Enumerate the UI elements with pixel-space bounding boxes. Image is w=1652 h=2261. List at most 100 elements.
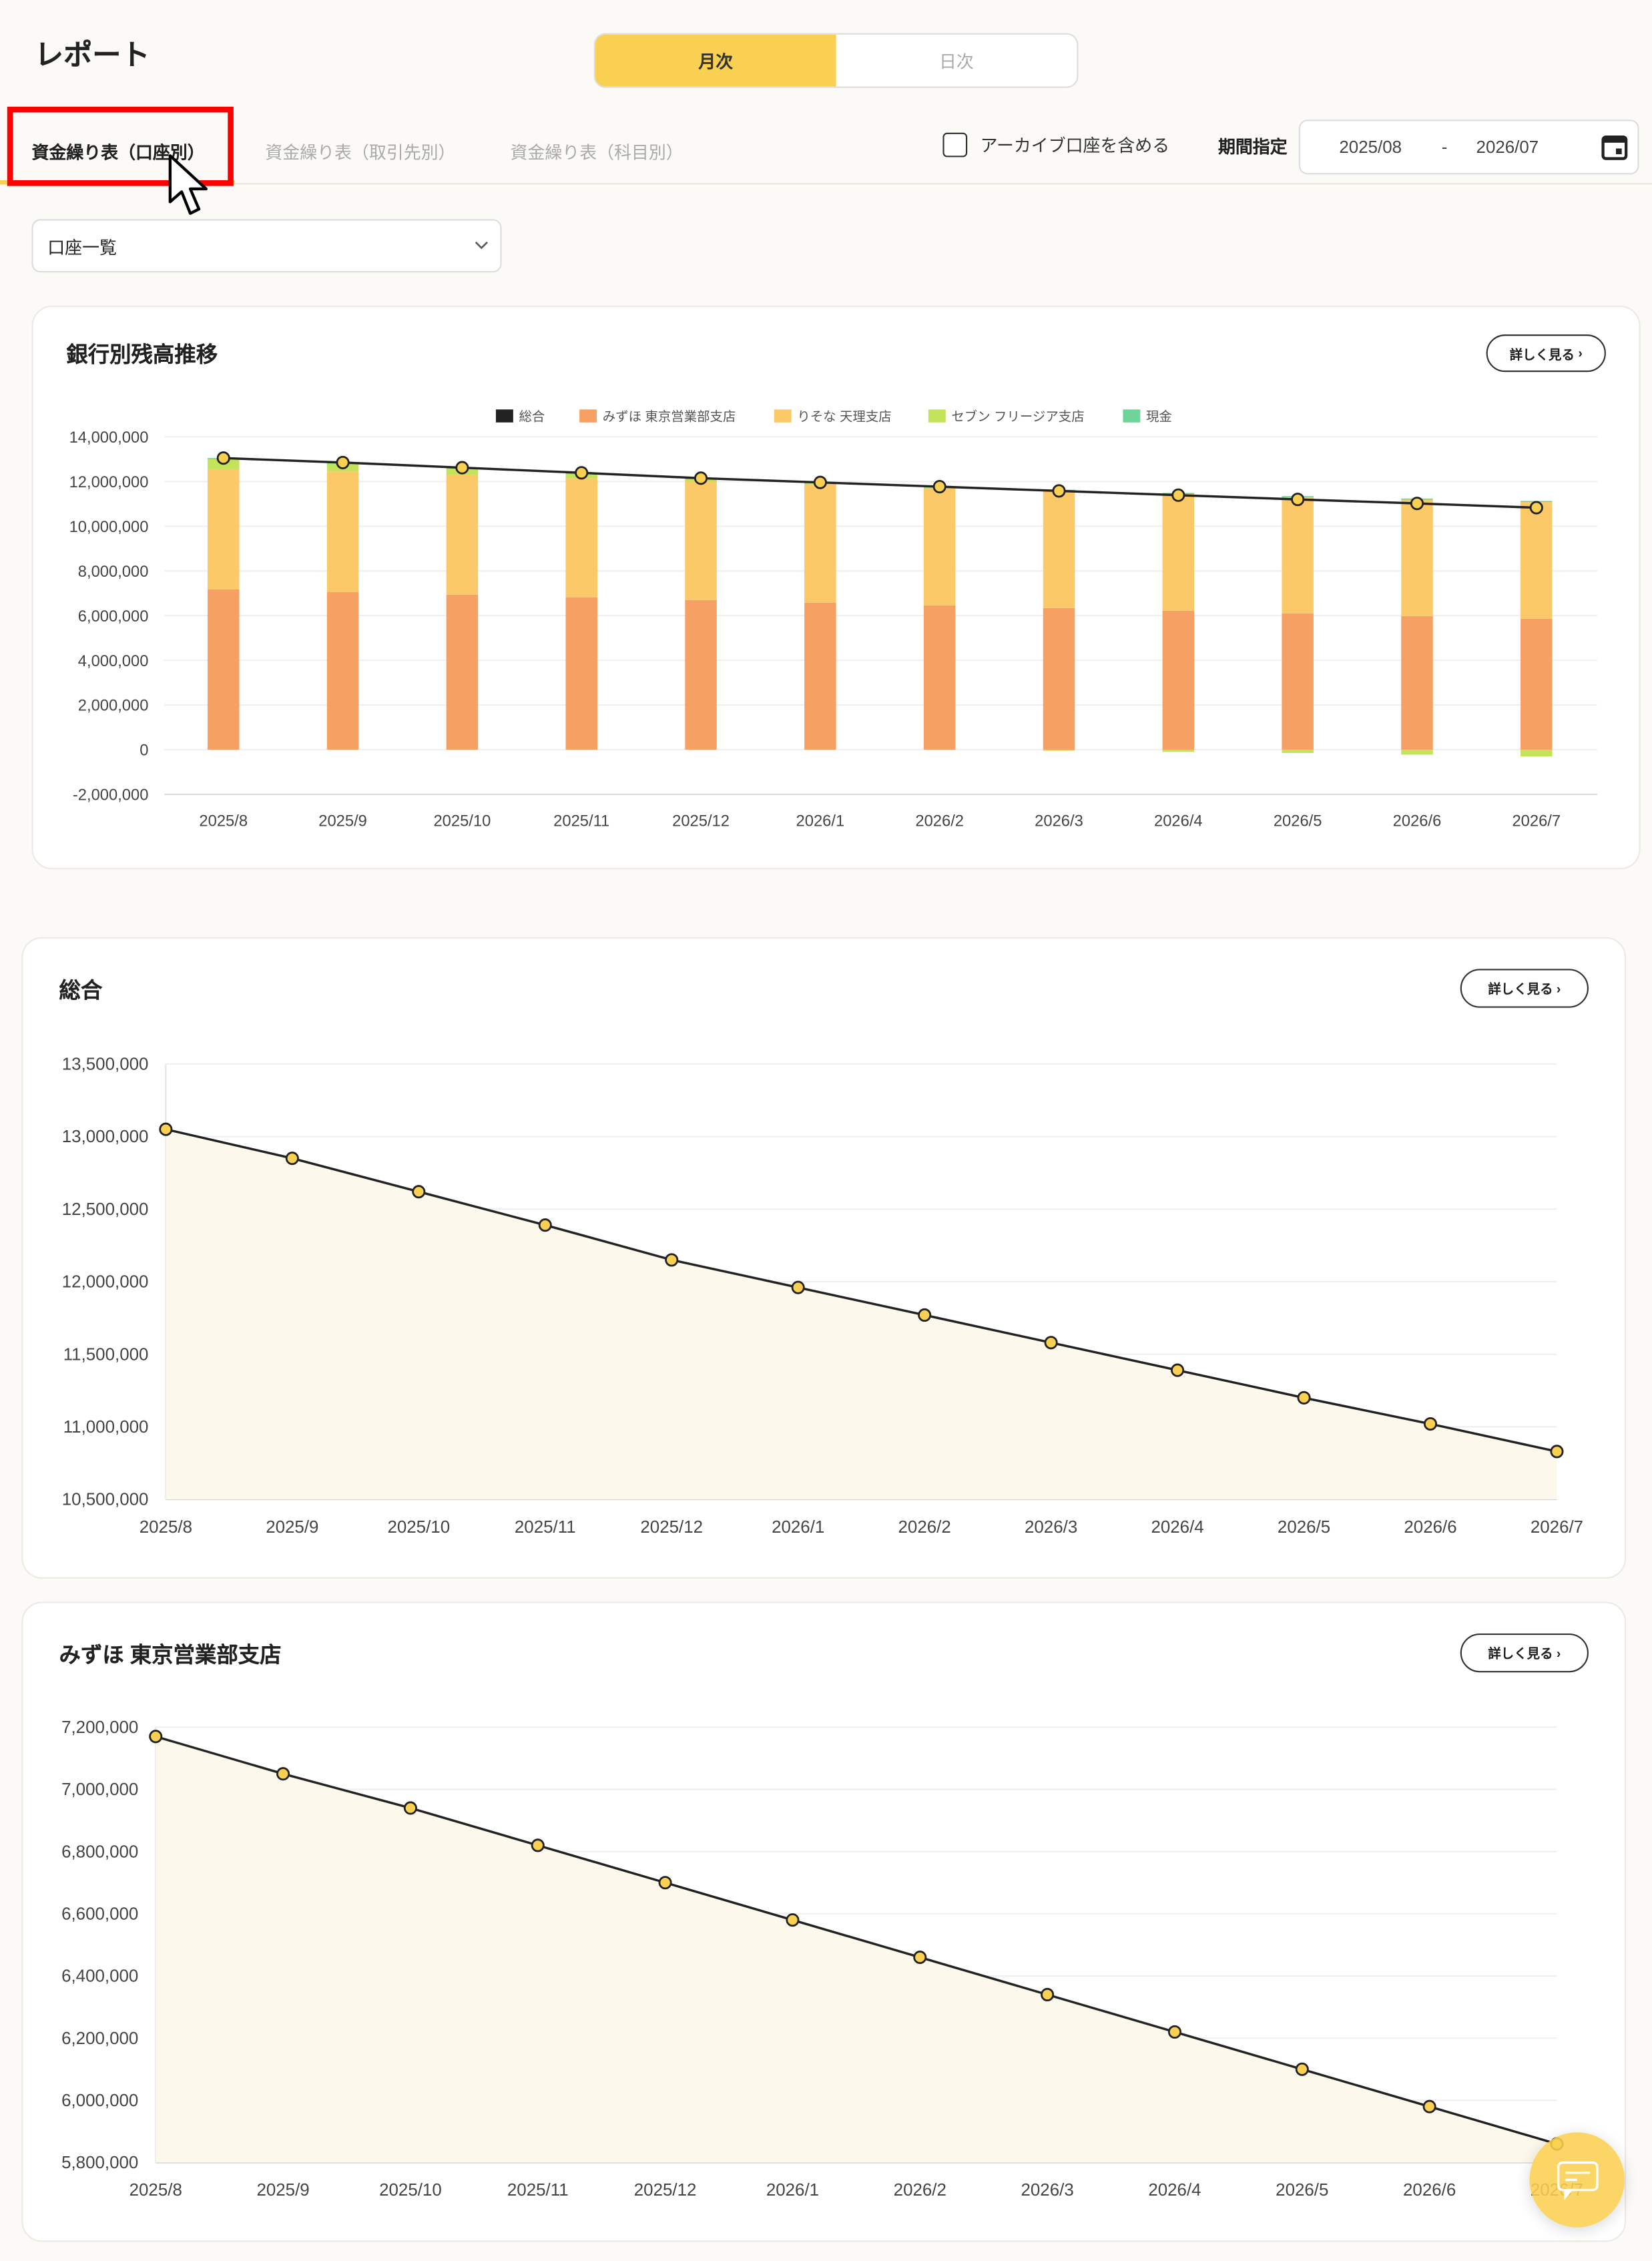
- y-tick-label: 10,500,000: [62, 1491, 149, 1509]
- legend-swatch: [495, 409, 513, 423]
- data-point: [276, 1767, 290, 1781]
- card-title: みずほ 東京営業部支店: [59, 1644, 282, 1668]
- period-toggle: 月次 日次: [593, 33, 1079, 88]
- card-title: 総合: [59, 979, 103, 1004]
- bar-segment: [565, 597, 597, 750]
- card-title: 銀行別残高推移: [66, 343, 218, 368]
- chat-button[interactable]: [1529, 2132, 1625, 2228]
- x-tick-label: 2025/9: [256, 2181, 309, 2200]
- bar-segment: [1521, 502, 1553, 619]
- tab-by-partner[interactable]: 資金繰り表（取引先別）: [265, 142, 456, 164]
- y-tick-label: 0: [140, 742, 148, 760]
- archive-checkbox[interactable]: [942, 132, 968, 158]
- y-tick-label: 4,000,000: [78, 652, 149, 670]
- total-point: [1291, 493, 1305, 507]
- total-point: [932, 479, 946, 494]
- chevron-right-icon: ›: [1553, 1646, 1561, 1660]
- data-point: [1171, 1363, 1185, 1377]
- x-tick-label: 2026/1: [796, 812, 845, 830]
- total-point: [336, 455, 350, 469]
- bar-segment: [326, 471, 359, 593]
- detail-label: 詳しく見る: [1509, 346, 1575, 362]
- x-tick-label: 2025/8: [140, 1518, 192, 1537]
- bar-segment: [1401, 499, 1433, 616]
- bar-segment: [1162, 610, 1195, 750]
- chevron-right-icon: ›: [1574, 346, 1583, 360]
- bar-segment: [1043, 750, 1075, 751]
- detail-button[interactable]: 詳しく見る ›: [1486, 334, 1606, 372]
- x-tick-label: 2026/2: [894, 2181, 946, 2200]
- detail-button[interactable]: 詳しく見る ›: [1460, 969, 1589, 1008]
- data-point: [658, 1876, 672, 1890]
- x-tick-label: 2026/7: [1512, 812, 1561, 830]
- total-point: [1410, 497, 1424, 511]
- total-point: [1052, 484, 1066, 498]
- data-point: [1044, 1336, 1058, 1350]
- period-label: 期間指定: [1217, 137, 1288, 158]
- y-tick-label: 11,000,000: [63, 1418, 149, 1437]
- date-range-input[interactable]: 2025/08 - 2026/07: [1298, 119, 1639, 175]
- x-tick-label: 2025/8: [129, 2181, 182, 2200]
- data-point: [1423, 1417, 1438, 1431]
- y-tick-label: 6,000,000: [61, 2091, 138, 2110]
- total-line: [223, 457, 1537, 509]
- data-point: [1297, 1391, 1311, 1405]
- x-tick-label: 2026/3: [1035, 812, 1083, 830]
- y-tick-label: 13,000,000: [62, 1127, 149, 1146]
- y-tick-label: 10,000,000: [69, 518, 149, 536]
- data-point: [1550, 1445, 1564, 1459]
- x-tick-label: 2026/6: [1393, 812, 1442, 830]
- account-select[interactable]: 口座一覧: [31, 219, 502, 273]
- toggle-monthly[interactable]: 月次: [595, 34, 836, 87]
- y-tick-label: 6,800,000: [61, 1842, 138, 1861]
- x-tick-label: 2025/12: [640, 1518, 703, 1537]
- x-tick-label: 2026/3: [1025, 1518, 1077, 1537]
- data-point: [538, 1218, 552, 1232]
- detail-button[interactable]: 詳しく見る ›: [1460, 1633, 1589, 1673]
- data-point: [1422, 2099, 1436, 2113]
- bar-segment: [326, 592, 359, 750]
- total-area-chart: 13,500,000 13,000,000 12,500,000 12,000,000…: [62, 1055, 1583, 1537]
- bar-segment: [1043, 491, 1075, 608]
- bar-segment: [923, 605, 956, 750]
- bar-segment: [207, 589, 240, 750]
- x-tick-label: 2025/8: [199, 812, 248, 830]
- x-tick-label: 2026/5: [1276, 2181, 1328, 2200]
- total-point: [216, 451, 230, 465]
- calendar-icon[interactable]: [1600, 133, 1629, 162]
- tab-by-subject[interactable]: 資金繰り表（科目別）: [510, 142, 683, 164]
- data-point: [791, 1280, 805, 1294]
- legend-label: みずほ 東京営業部支店: [603, 410, 736, 425]
- x-tick-label: 2026/5: [1278, 1518, 1330, 1537]
- legend-label: セブン フリージア支店: [951, 409, 1084, 425]
- account-select-value: 口座一覧: [47, 238, 117, 258]
- y-tick-label: 8,000,000: [78, 563, 149, 581]
- y-tick-label: -2,000,000: [73, 786, 149, 804]
- data-point: [531, 1838, 545, 1852]
- legend-swatch: [579, 409, 597, 423]
- y-tick-label: 6,400,000: [61, 1967, 138, 1986]
- date-to[interactable]: 2026/07: [1476, 137, 1539, 158]
- bar-segment: [685, 599, 717, 750]
- total-point: [694, 471, 708, 485]
- archive-label[interactable]: アーカイブ口座を含める: [980, 136, 1170, 156]
- y-tick-label: 13,500,000: [62, 1055, 149, 1073]
- x-tick-label: 2026/4: [1154, 812, 1203, 830]
- y-tick-label: 12,000,000: [69, 473, 149, 491]
- total-point: [1171, 488, 1185, 502]
- y-tick-label: 5,800,000: [61, 2154, 138, 2172]
- area-fill: [166, 1129, 1557, 1500]
- total-point: [455, 461, 469, 475]
- legend-swatch: [928, 409, 946, 423]
- data-point: [913, 1951, 927, 1965]
- highlight-box: [7, 106, 234, 186]
- legend-label: 現金: [1146, 410, 1172, 425]
- x-tick-label: 2025/10: [387, 1518, 450, 1537]
- toggle-daily[interactable]: 日次: [939, 51, 974, 71]
- y-tick-label: 7,200,000: [61, 1718, 138, 1737]
- x-tick-label: 2026/2: [915, 812, 964, 830]
- tab-divider: [0, 183, 1652, 185]
- x-tick-label: 2026/7: [1531, 1518, 1583, 1537]
- date-from[interactable]: 2025/08: [1339, 137, 1402, 158]
